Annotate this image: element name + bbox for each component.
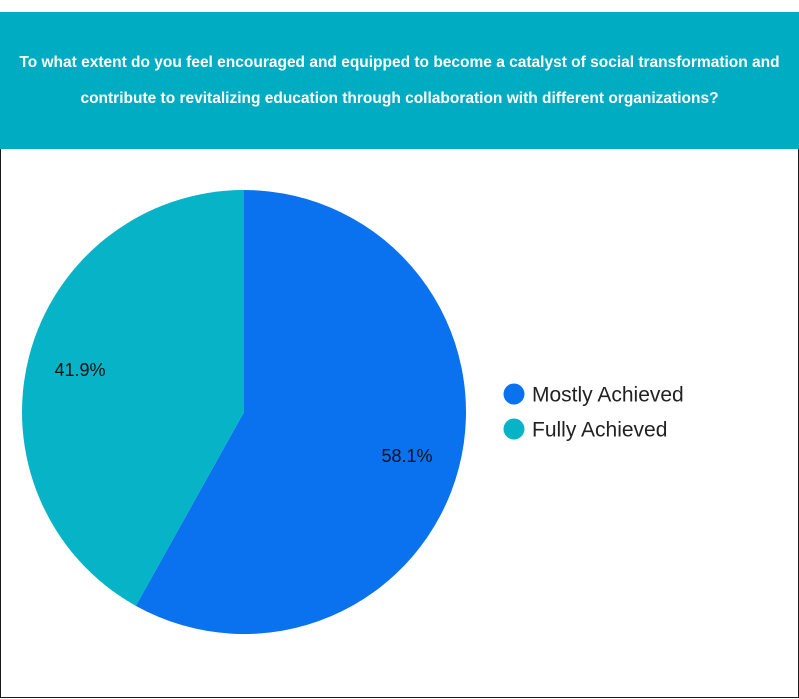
legend-label-fully-achieved: Fully Achieved (532, 419, 667, 442)
pie-slice-fully-achieved (22, 190, 244, 606)
legend-swatch-mostly-achieved (503, 383, 525, 405)
chart-legend: Mostly Achieved Fully Achieved (503, 383, 684, 442)
chart-header: To what extent do you feel encouraged an… (0, 12, 799, 149)
top-strip (0, 0, 799, 12)
legend-swatch-fully-achieved (503, 418, 525, 440)
pie-slice-mostly-achieved (135, 190, 466, 634)
slice-label-mostly-achieved: 58.1% (381, 446, 432, 466)
slice-label-fully-achieved: 41.9% (54, 360, 105, 380)
pie-slices (22, 190, 466, 634)
legend-label-mostly-achieved: Mostly Achieved (532, 384, 684, 407)
pie-chart: 58.1% 41.9% Mostly Achieved Fully Achieved (22, 190, 684, 634)
chart-title: To what extent do you feel encouraged an… (19, 53, 780, 107)
pie-slice-labels: 58.1% 41.9% (54, 360, 432, 466)
